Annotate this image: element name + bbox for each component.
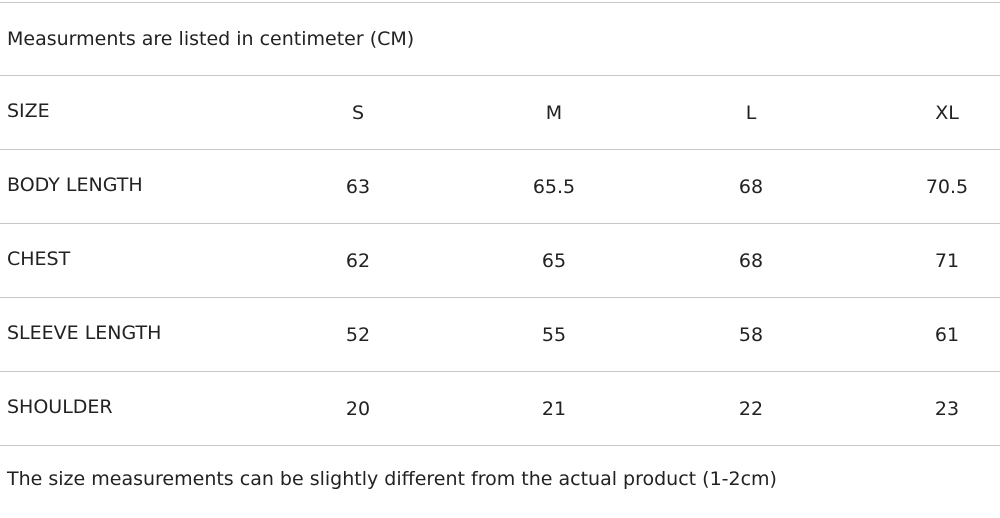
row-cell: 21 [541, 398, 567, 420]
row-cell: 63 [345, 176, 371, 198]
divider [0, 223, 1000, 224]
header-cell: L [745, 102, 757, 124]
divider [0, 297, 1000, 298]
note-bottom: The size measurements can be slightly di… [7, 468, 777, 490]
divider [0, 149, 1000, 150]
row-cell: 65.5 [532, 176, 576, 198]
divider [0, 75, 1000, 76]
row-cell: 52 [345, 324, 371, 346]
divider [0, 445, 1000, 446]
row-cell: 62 [345, 250, 371, 272]
row-cell: 20 [345, 398, 371, 420]
row-cell: 65 [541, 250, 567, 272]
row-cell: 68 [738, 176, 764, 198]
row-cell: 70.5 [925, 176, 969, 198]
row-label: CHEST [7, 248, 71, 270]
row-cell: 68 [738, 250, 764, 272]
divider [0, 371, 1000, 372]
row-cell: 71 [934, 250, 960, 272]
row-cell: 61 [934, 324, 960, 346]
row-label: SLEEVE LENGTH [7, 322, 162, 344]
divider [0, 2, 1000, 3]
header-cell: M [545, 102, 563, 124]
row-cell: 55 [541, 324, 567, 346]
row-cell: 22 [738, 398, 764, 420]
note-top: Measurments are listed in centimeter (CM… [7, 28, 415, 50]
row-cell: 23 [934, 398, 960, 420]
row-cell: 58 [738, 324, 764, 346]
header-label: SIZE [7, 100, 50, 122]
header-cell: S [351, 102, 365, 124]
header-cell: XL [935, 102, 959, 124]
row-label: BODY LENGTH [7, 174, 143, 196]
row-label: SHOULDER [7, 396, 113, 418]
